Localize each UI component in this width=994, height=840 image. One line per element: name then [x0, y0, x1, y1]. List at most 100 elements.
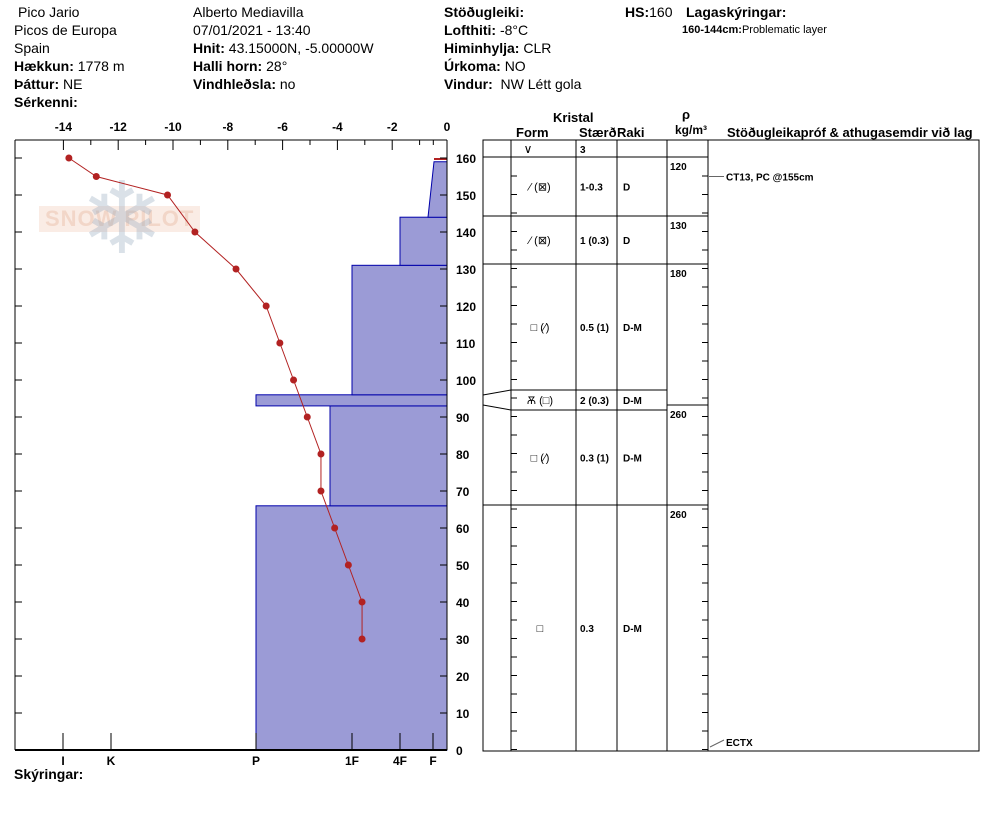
- layer-connector: [482, 389, 512, 396]
- snowflake-icon: ❄: [80, 163, 164, 275]
- grain-form: □ (⁄): [531, 453, 550, 465]
- observer: Alberto Mediavilla: [193, 4, 304, 20]
- depth-tick-label: 150: [456, 189, 476, 203]
- moisture: D-M: [623, 323, 642, 334]
- grain-form: □ (⁄): [531, 322, 550, 334]
- temp-tick-label: -6: [277, 120, 288, 134]
- temp-tick-label: -14: [55, 120, 73, 134]
- features-label: Sérkenni:: [14, 94, 78, 110]
- depth-tick-label: 40: [456, 596, 470, 610]
- moisture: D: [623, 236, 630, 247]
- layer-note-range: 160-144cm:: [682, 24, 742, 36]
- temperature-point: [164, 191, 172, 199]
- wind-loading-label: Vindhleðsla:: [193, 76, 276, 92]
- hardness-tick-label: I: [61, 754, 64, 768]
- grain-size: 1 (0.3): [580, 236, 609, 247]
- temperature-point: [290, 376, 298, 384]
- stability-label: Stöðugleiki:: [444, 4, 525, 20]
- density-value: 260: [670, 510, 687, 521]
- stability-test: CT13, PC @155cm: [726, 173, 814, 184]
- temp-tick-label: -12: [110, 120, 128, 134]
- wind: NW Létt gola: [500, 76, 582, 92]
- temperature-point: [317, 450, 325, 458]
- coords-label: Hnit:: [193, 40, 225, 56]
- moisture: D-M: [623, 624, 642, 635]
- layer-note-text: Problematic layer: [741, 24, 827, 36]
- hardness-layer: [351, 264, 448, 396]
- depth-tick-label: 120: [456, 300, 476, 314]
- hardness-layer: [255, 394, 448, 407]
- hardness-tick-label: 1F: [345, 754, 359, 768]
- temperature-point: [191, 228, 199, 236]
- depth-tick-label: 60: [456, 522, 470, 536]
- hardness-layer: [427, 161, 448, 218]
- air-temp: -8°C: [499, 22, 529, 38]
- location: Pico Jario: [18, 4, 80, 20]
- layer-notes-label: Lagaskýringar:: [686, 4, 787, 20]
- temperature-point: [262, 302, 270, 310]
- range: Picos de Europa: [14, 22, 117, 38]
- depth-tick-label: 140: [456, 226, 476, 240]
- layer-table: [482, 139, 980, 752]
- kristal-header: Kristal: [553, 110, 594, 125]
- datetime: 07/01/2021 - 13:40: [193, 22, 311, 38]
- moisture: D: [623, 183, 630, 194]
- temp-tick-label: -8: [222, 120, 233, 134]
- precip-label: Úrkoma:: [444, 58, 501, 74]
- temperature-point: [358, 598, 366, 606]
- layer-connector: [482, 404, 512, 411]
- temp-tick-label: -4: [332, 120, 343, 134]
- test-arrow: [709, 739, 725, 748]
- rho-header: ρ: [682, 107, 691, 122]
- hardness-layer: [255, 505, 448, 751]
- hs-label: HS:: [625, 4, 650, 20]
- depth-tick-label: 110: [456, 337, 476, 351]
- temperature-point: [92, 173, 100, 180]
- grain-size: 0.3: [580, 624, 594, 635]
- sky-label: Himinhylja:: [444, 40, 520, 56]
- temperature-point: [317, 487, 325, 495]
- grain-size: 1-0.3: [580, 183, 603, 194]
- surface-size: 3: [580, 145, 586, 156]
- wind-loading: no: [279, 76, 296, 92]
- temperature-point: [65, 154, 73, 162]
- depth-tick-label: 20: [456, 670, 470, 684]
- elevation: 1778 m: [77, 58, 125, 74]
- stability-test: ECTX: [726, 738, 753, 749]
- aspect-label: Þáttur:: [14, 76, 60, 92]
- depth-tick-label: 30: [456, 633, 470, 647]
- grain-form: □: [537, 623, 544, 635]
- country: Spain: [14, 40, 50, 56]
- aspect: NE: [63, 76, 83, 92]
- hardness-tick-label: K: [107, 754, 116, 768]
- hardness-tick-label: F: [429, 754, 436, 768]
- grain-size: 2 (0.3): [580, 396, 609, 407]
- hardness-layer: [329, 405, 448, 507]
- depth-tick-label: 70: [456, 485, 470, 499]
- air-temp-label: Lofthiti:: [444, 22, 497, 38]
- grain-size: 0.3 (1): [580, 454, 609, 465]
- elevation-label: Hækkun:: [14, 58, 74, 74]
- depth-tick-label: 50: [456, 559, 470, 573]
- footer-label: Skýringar:: [14, 766, 84, 782]
- density-value: 130: [670, 221, 687, 232]
- depth-tick-label: 160: [456, 152, 476, 166]
- depth-tick-label: 10: [456, 707, 470, 721]
- density-value: 120: [670, 162, 687, 173]
- density-value: 260: [670, 410, 687, 421]
- moisture: D-M: [623, 454, 642, 465]
- temperature-point: [331, 524, 339, 532]
- moisture-header: Raki: [617, 125, 645, 140]
- hs: 160: [649, 4, 673, 20]
- form-header: Form: [516, 125, 549, 140]
- depth-tick-label: 100: [456, 374, 476, 388]
- precip: NO: [504, 58, 526, 74]
- slope: 28°: [266, 58, 288, 74]
- grain-size: 0.5 (1): [580, 323, 609, 334]
- snowpilot-logo: SNOW PILOT: [39, 206, 201, 232]
- hardness-layer: [399, 216, 448, 266]
- surface-form: ∨: [524, 142, 533, 156]
- depth-tick-label: 90: [456, 411, 470, 425]
- grain-form: ⁄ (⊠): [526, 235, 550, 247]
